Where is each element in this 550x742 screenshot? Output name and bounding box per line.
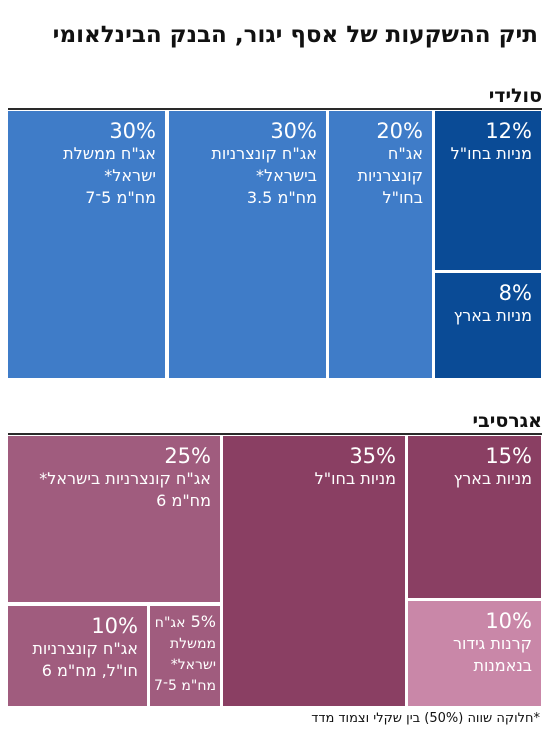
tile-category-label: מניות בארץ: [453, 306, 532, 325]
section-label-aggressive: אגרסיבי: [472, 410, 542, 432]
tile-value-label: 20%: [376, 119, 423, 143]
tile-category-label: אג"ח קונצרניות בישראל* מח"מ 6: [39, 469, 211, 510]
tile-solid-2: 30% אג"ח קונצרניות בישראל* מח"מ 3.5: [169, 111, 326, 378]
footnote: *חלוקה שווה (50%) בין שקלי וצמוד מדד: [311, 711, 540, 726]
tile-category-label: מניות בארץ: [453, 469, 532, 488]
tile-category-label: מניות בחו"ל: [450, 144, 532, 163]
section-divider-solid: [8, 108, 542, 110]
tile-value-label: 5%: [190, 612, 216, 631]
tile-category-label: אג"ח קונצרניות בחו"ל: [357, 144, 424, 207]
tile-value-label: 12%: [485, 119, 532, 143]
tile-value-label: 8%: [498, 281, 532, 305]
tile-value-label: 15%: [485, 444, 532, 468]
tile-solid-1: 30% אג"ח ממשלת ישראל* מח"מ 5־7: [8, 111, 165, 378]
tile-aggressive-3: 15% מניות בארץ: [408, 436, 541, 598]
tile-value-label: 10%: [91, 614, 138, 638]
tile-value-label: 30%: [109, 119, 156, 143]
tile-aggressive-5: 5% אג"ח ממשלת ישראל* מח"מ 5־7: [150, 606, 220, 706]
section-label-solid: סולידי: [488, 85, 542, 107]
tile-category-label: אג"ח קונצרניות בישראל* מח"מ 3.5: [211, 144, 317, 207]
tile-value-label: 35%: [349, 444, 396, 468]
tile-solid-5: 8% מניות בארץ: [435, 273, 541, 378]
tile-value-label: 25%: [164, 444, 211, 468]
tile-category-label: אג"ח קונצרניות חו"ל, מח"מ 6: [32, 639, 138, 680]
tile-category-label: קרנות גידור בנאמנות: [452, 634, 532, 675]
tile-category-label: אג"ח ממשלת ישראל* מח"מ 5־7: [63, 144, 156, 207]
tile-aggressive-2: 35% מניות בחו"ל: [223, 436, 405, 706]
tile-aggressive-6: 10% קרנות גידור בנאמנות: [408, 601, 541, 706]
tile-value-label: 10%: [485, 609, 532, 633]
tile-solid-3: 20% אג"ח קונצרניות בחו"ל: [329, 111, 432, 378]
tile-category-label: מניות בחו"ל: [314, 469, 396, 488]
tile-value-label: 30%: [270, 119, 317, 143]
section-divider-aggressive: [8, 433, 542, 435]
tile-category-label: אג"ח ממשלת ישראל* מח"מ 5־7: [154, 615, 216, 694]
chart-title: תיק ההשקעות של אסף יגור, הבנק הבינלאומי: [52, 22, 538, 48]
tile-aggressive-4: 10% אג"ח קונצרניות חו"ל, מח"מ 6: [8, 606, 147, 706]
tile-solid-4: 12% מניות בחו"ל: [435, 111, 541, 270]
tile-aggressive-1: 25% אג"ח קונצרניות בישראל* מח"מ 6: [8, 436, 220, 602]
